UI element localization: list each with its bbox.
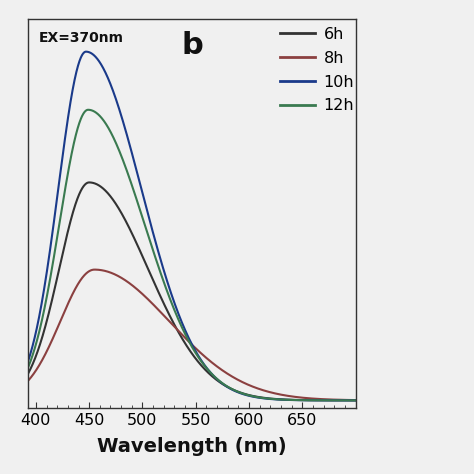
8h	[353, 397, 358, 403]
6h	[185, 345, 191, 350]
Line: 8h: 8h	[28, 270, 356, 400]
8h	[283, 393, 289, 399]
12h	[85, 107, 91, 113]
12h	[283, 397, 289, 402]
6h	[283, 397, 289, 402]
8h	[91, 267, 97, 273]
8h	[343, 397, 349, 403]
8h	[26, 377, 31, 383]
6h	[42, 324, 48, 330]
6h	[176, 330, 182, 336]
12h	[185, 336, 191, 342]
10h	[26, 357, 31, 363]
Line: 6h: 6h	[28, 182, 356, 401]
8h	[176, 328, 182, 334]
10h	[343, 398, 349, 403]
12h	[42, 302, 48, 308]
Text: b: b	[181, 31, 203, 60]
12h	[343, 398, 349, 403]
6h	[26, 370, 31, 376]
10h	[283, 397, 289, 403]
Legend: 6h, 8h, 10h, 12h: 6h, 8h, 10h, 12h	[280, 27, 354, 113]
10h	[185, 333, 191, 338]
10h	[176, 312, 182, 318]
10h	[343, 398, 349, 403]
12h	[343, 398, 349, 403]
12h	[353, 398, 358, 403]
6h	[343, 398, 349, 403]
10h	[353, 398, 358, 403]
Text: EX=370nm: EX=370nm	[38, 31, 123, 45]
6h	[86, 180, 92, 185]
12h	[26, 364, 31, 369]
8h	[185, 337, 191, 343]
6h	[343, 398, 349, 403]
10h	[83, 49, 89, 55]
Line: 10h: 10h	[28, 52, 356, 401]
8h	[42, 352, 48, 357]
X-axis label: Wavelength (nm): Wavelength (nm)	[97, 437, 287, 456]
10h	[42, 280, 48, 286]
8h	[343, 397, 349, 403]
Line: 12h: 12h	[28, 110, 356, 401]
12h	[176, 318, 182, 324]
6h	[353, 398, 358, 403]
